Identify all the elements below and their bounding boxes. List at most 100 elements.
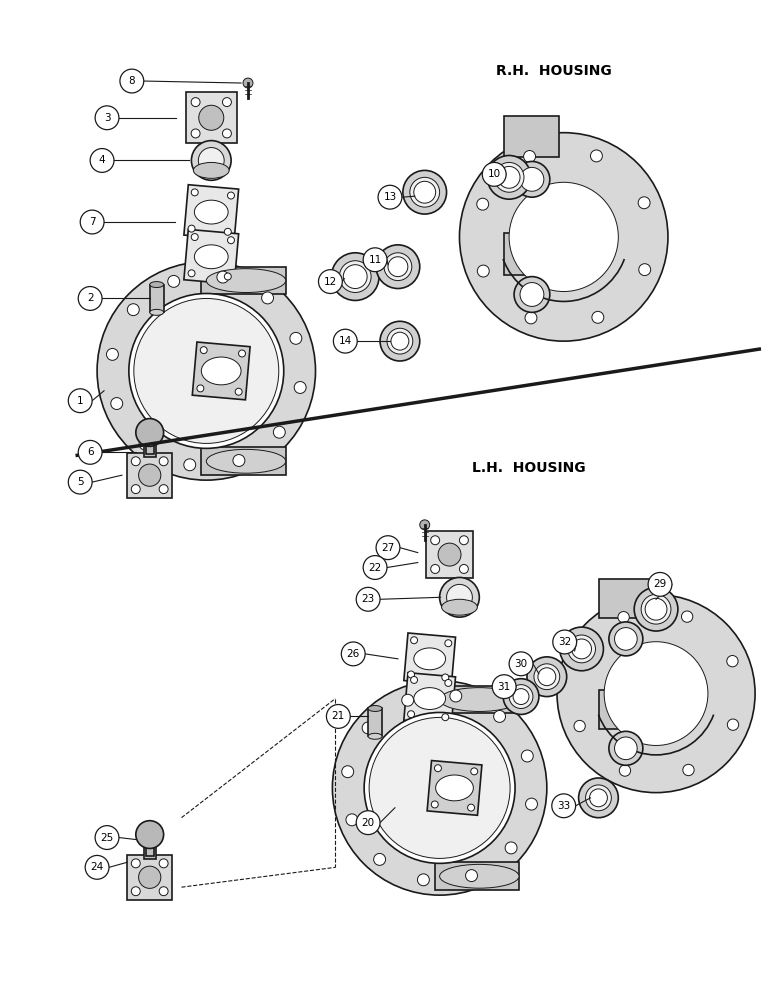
Circle shape <box>431 536 439 545</box>
Circle shape <box>494 162 524 192</box>
Ellipse shape <box>439 688 519 711</box>
Circle shape <box>648 572 672 596</box>
Circle shape <box>645 598 667 620</box>
Circle shape <box>68 470 92 494</box>
Circle shape <box>191 129 200 138</box>
Ellipse shape <box>150 282 164 288</box>
Circle shape <box>445 679 452 686</box>
Circle shape <box>364 712 515 863</box>
Circle shape <box>341 642 365 666</box>
Text: 5: 5 <box>77 477 83 487</box>
Circle shape <box>340 261 371 293</box>
Bar <box>368 708 382 736</box>
Bar <box>146 442 154 454</box>
Circle shape <box>188 270 195 277</box>
Text: 10: 10 <box>488 169 501 179</box>
Circle shape <box>619 765 631 776</box>
Circle shape <box>520 167 543 191</box>
Circle shape <box>493 710 506 722</box>
Bar <box>150 285 164 312</box>
Circle shape <box>553 630 577 654</box>
Polygon shape <box>426 531 472 578</box>
Circle shape <box>445 640 452 647</box>
Ellipse shape <box>206 449 286 473</box>
Circle shape <box>635 587 678 631</box>
Circle shape <box>552 794 576 818</box>
Bar <box>504 233 559 275</box>
Bar <box>144 432 156 457</box>
Circle shape <box>578 778 618 818</box>
Text: 12: 12 <box>323 277 337 287</box>
Circle shape <box>188 225 195 232</box>
Circle shape <box>344 265 367 289</box>
Circle shape <box>85 855 109 879</box>
Circle shape <box>331 253 379 300</box>
Circle shape <box>590 789 608 807</box>
Circle shape <box>191 234 198 241</box>
Circle shape <box>615 737 637 760</box>
Text: 29: 29 <box>653 579 667 589</box>
Ellipse shape <box>442 599 477 615</box>
Circle shape <box>609 731 643 765</box>
Circle shape <box>574 720 585 732</box>
Circle shape <box>327 705 350 728</box>
Text: L.H.  HOUSING: L.H. HOUSING <box>472 461 586 475</box>
Circle shape <box>356 811 380 835</box>
Circle shape <box>591 150 602 162</box>
Circle shape <box>520 283 543 306</box>
Circle shape <box>342 766 354 778</box>
Circle shape <box>414 181 435 203</box>
Circle shape <box>493 675 516 699</box>
Circle shape <box>90 149 114 172</box>
Circle shape <box>527 657 567 697</box>
Circle shape <box>127 304 139 316</box>
Polygon shape <box>184 185 239 239</box>
Circle shape <box>391 332 409 350</box>
Circle shape <box>403 170 446 214</box>
Circle shape <box>477 198 489 210</box>
Circle shape <box>384 253 411 281</box>
Circle shape <box>131 457 141 466</box>
Text: 14: 14 <box>339 336 352 346</box>
Circle shape <box>618 612 629 623</box>
Circle shape <box>567 635 595 663</box>
Bar <box>201 447 286 475</box>
Bar <box>435 862 519 890</box>
Circle shape <box>410 177 439 207</box>
Circle shape <box>642 594 671 624</box>
Circle shape <box>459 564 469 573</box>
Ellipse shape <box>368 733 382 739</box>
Text: 30: 30 <box>514 659 527 669</box>
Circle shape <box>68 389 92 413</box>
Circle shape <box>139 438 151 450</box>
Circle shape <box>191 98 200 107</box>
Circle shape <box>418 874 429 886</box>
Text: 24: 24 <box>90 862 103 872</box>
Circle shape <box>388 257 408 277</box>
Circle shape <box>408 671 415 678</box>
Circle shape <box>682 611 692 622</box>
Ellipse shape <box>414 648 445 670</box>
Circle shape <box>420 520 430 530</box>
Circle shape <box>585 785 611 811</box>
Circle shape <box>134 298 279 443</box>
Circle shape <box>435 765 442 772</box>
Circle shape <box>498 166 520 188</box>
Circle shape <box>509 182 618 292</box>
Circle shape <box>334 329 357 353</box>
Bar <box>146 845 154 856</box>
Circle shape <box>726 656 738 667</box>
Circle shape <box>638 197 650 209</box>
Text: R.H.  HOUSING: R.H. HOUSING <box>496 64 611 78</box>
Text: 26: 26 <box>347 649 360 659</box>
Ellipse shape <box>195 245 229 269</box>
Circle shape <box>505 842 517 854</box>
Circle shape <box>509 685 533 708</box>
Circle shape <box>136 821 164 848</box>
Circle shape <box>225 273 232 280</box>
Circle shape <box>526 798 537 810</box>
Text: 11: 11 <box>368 255 381 265</box>
Ellipse shape <box>368 706 382 711</box>
Ellipse shape <box>206 269 286 293</box>
Bar <box>504 116 559 157</box>
